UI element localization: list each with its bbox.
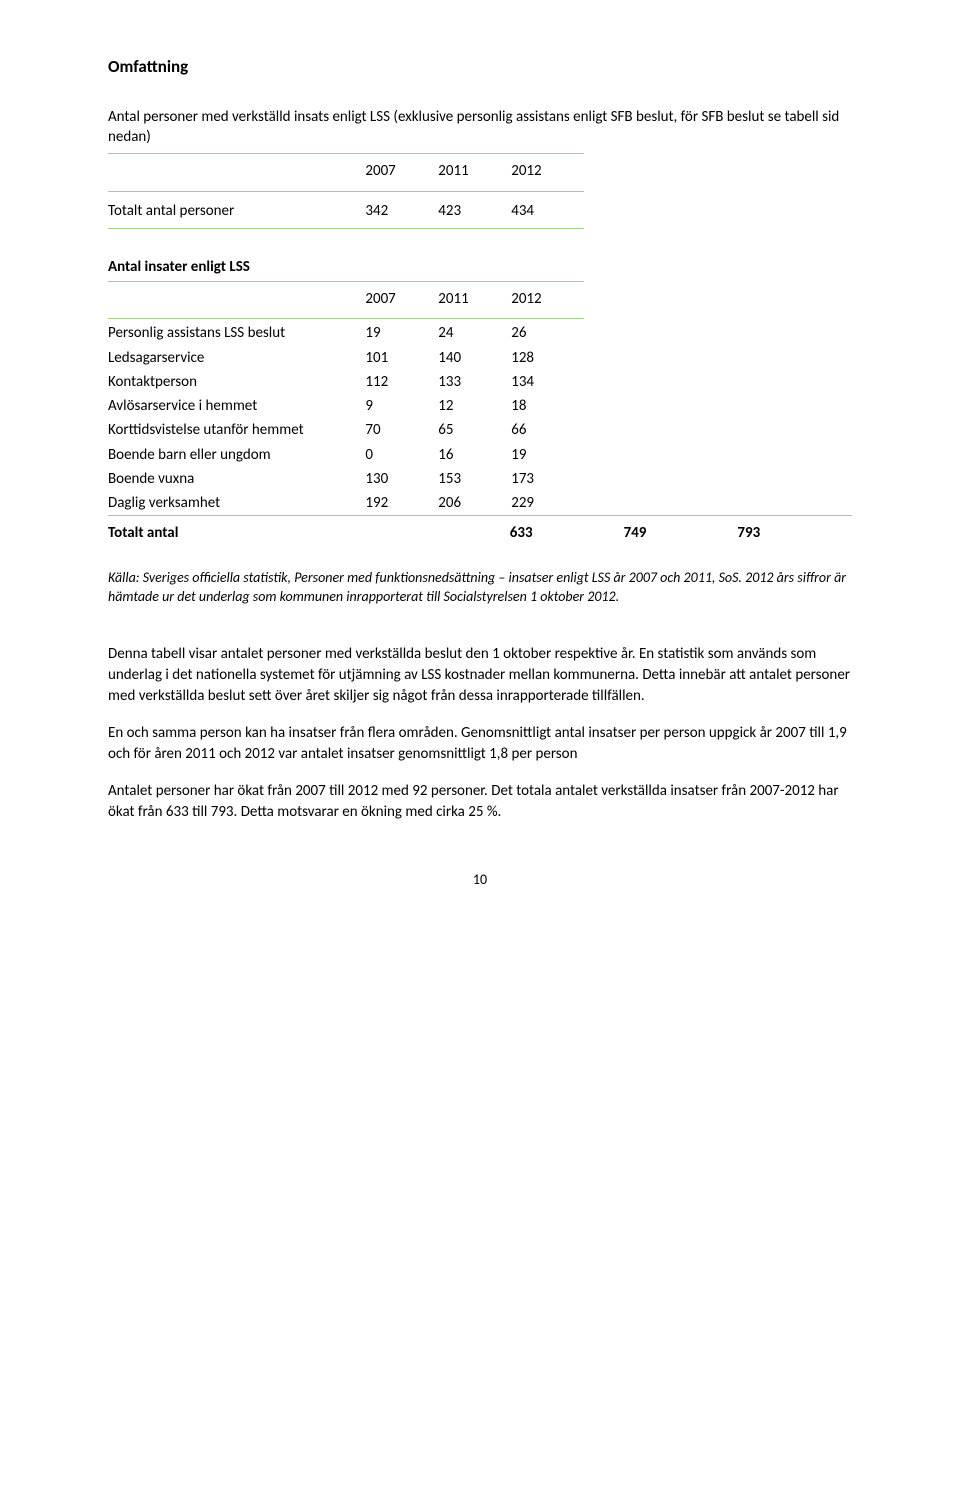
table2-r4-label: Korttidsvistelse utanför hemmet xyxy=(108,418,365,442)
table-row: Avlösarservice i hemmet 9 12 18 xyxy=(108,394,584,418)
table2-r5-v0: 0 xyxy=(365,443,438,467)
table2-total-label: Totalt antal xyxy=(108,516,510,550)
table2-r4-v0: 70 xyxy=(365,418,438,442)
table1-val-1: 342 xyxy=(365,194,438,228)
table2-r7-v0: 192 xyxy=(365,491,438,515)
table2-r3-v2: 18 xyxy=(511,394,584,418)
table-insatser: 2007 2011 2012 Personlig assistans LSS b… xyxy=(108,282,584,515)
table2-r0-v0: 19 xyxy=(365,321,438,345)
subsection-title: Antal insater enligt LSS xyxy=(108,257,852,277)
table2-r0-v2: 26 xyxy=(511,321,584,345)
source-note: Källa: Sveriges officiella statistik, Pe… xyxy=(108,569,852,607)
table2-header-row: 2007 2011 2012 xyxy=(108,282,584,316)
table2-r4-v1: 65 xyxy=(438,418,511,442)
table2-r4-v2: 66 xyxy=(511,418,584,442)
table-row: Kontaktperson 112 133 134 xyxy=(108,370,584,394)
table-row: Ledsagarservice 101 140 128 xyxy=(108,346,584,370)
table2-r2-v0: 112 xyxy=(365,370,438,394)
table1-mid-rule xyxy=(108,191,584,192)
table-total-row: Totalt antal 633 749 793 xyxy=(108,516,852,550)
table2-total-2: 793 xyxy=(737,516,851,550)
table1-year-2: 2011 xyxy=(438,154,511,188)
table2-r5-v2: 19 xyxy=(511,443,584,467)
table2-r5-v1: 16 xyxy=(438,443,511,467)
table2-r7-label: Daglig verksamhet xyxy=(108,491,365,515)
table2-r6-v1: 153 xyxy=(438,467,511,491)
table2-r6-v2: 173 xyxy=(511,467,584,491)
table2-r3-label: Avlösarservice i hemmet xyxy=(108,394,365,418)
section-title: Omfattning xyxy=(108,56,852,79)
table2-total-1: 749 xyxy=(624,516,738,550)
paragraph-1: Denna tabell visar antalet personer med … xyxy=(108,644,852,707)
table2-r1-v2: 128 xyxy=(511,346,584,370)
table-totals: 2007 2011 2012 Totalt antal personer 342… xyxy=(108,154,584,228)
table2-r0-v1: 24 xyxy=(438,321,511,345)
page-number: 10 xyxy=(108,871,852,890)
table2-r6-label: Boende vuxna xyxy=(108,467,365,491)
table2-r6-v0: 130 xyxy=(365,467,438,491)
table2-r7-v2: 229 xyxy=(511,491,584,515)
table2-r0-label: Personlig assistans LSS beslut xyxy=(108,321,365,345)
table-row: Daglig verksamhet 192 206 229 xyxy=(108,491,584,515)
table1-row-label: Totalt antal personer xyxy=(108,194,365,228)
table1-val-2: 423 xyxy=(438,194,511,228)
table2-r2-v1: 133 xyxy=(438,370,511,394)
table-row: Korttidsvistelse utanför hemmet 70 65 66 xyxy=(108,418,584,442)
table-row: Personlig assistans LSS beslut 19 24 26 xyxy=(108,321,584,345)
table2-r3-v1: 12 xyxy=(438,394,511,418)
table2-r3-v0: 9 xyxy=(365,394,438,418)
table1-header-row: 2007 2011 2012 xyxy=(108,154,584,188)
table2-r7-v1: 206 xyxy=(438,491,511,515)
table2-total-0: 633 xyxy=(510,516,624,550)
table1-row: Totalt antal personer 342 423 434 xyxy=(108,194,584,228)
table2-r2-label: Kontaktperson xyxy=(108,370,365,394)
table1-year-1: 2007 xyxy=(365,154,438,188)
table2-r1-v0: 101 xyxy=(365,346,438,370)
intro-text: Antal personer med verkställd insats enl… xyxy=(108,107,852,148)
table-row: Boende vuxna 130 153 173 xyxy=(108,467,584,491)
table2-year-3: 2012 xyxy=(511,282,584,316)
table-row: Boende barn eller ungdom 0 16 19 xyxy=(108,443,584,467)
table2-r1-v1: 140 xyxy=(438,346,511,370)
table1-year-3: 2012 xyxy=(511,154,584,188)
table2-year-1: 2007 xyxy=(365,282,438,316)
table2-r1-label: Ledsagarservice xyxy=(108,346,365,370)
table2-r2-v2: 134 xyxy=(511,370,584,394)
table2-year-2: 2011 xyxy=(438,282,511,316)
table1-val-3: 434 xyxy=(511,194,584,228)
table2-total-row: Totalt antal 633 749 793 xyxy=(108,516,852,550)
paragraph-2: En och samma person kan ha insatser från… xyxy=(108,723,852,765)
table2-r5-label: Boende barn eller ungdom xyxy=(108,443,365,467)
table2-mid-rule xyxy=(108,318,584,319)
paragraph-3: Antalet personer har ökat från 2007 till… xyxy=(108,781,852,823)
